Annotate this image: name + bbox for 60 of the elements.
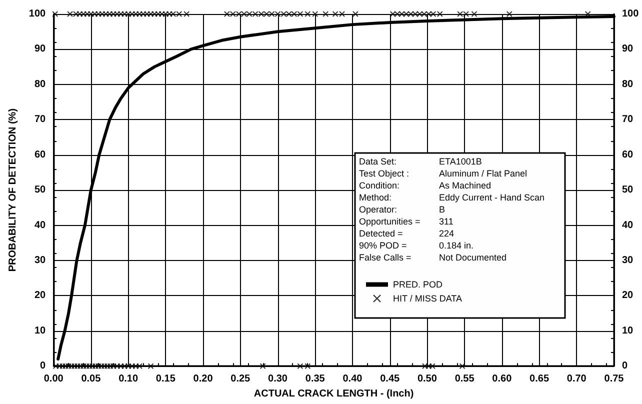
x-tick-label: 0.30 <box>268 374 288 385</box>
x-tick-label: 0.35 <box>305 374 326 385</box>
y2-tick-label: 60 <box>622 149 634 160</box>
y-tick-label: 50 <box>34 184 46 196</box>
y2-tick-label: 30 <box>622 254 634 266</box>
y2-tick-label: 0 <box>622 360 628 372</box>
annotation: 224 <box>439 228 454 238</box>
x-tick-label: 0.75 <box>604 374 624 385</box>
y2-tick-label: 20 <box>622 290 634 302</box>
y-tick-label: 20 <box>34 290 46 302</box>
annotation: 90% POD = <box>359 240 407 250</box>
x-axis-title: ACTUAL CRACK LENGTH - (Inch) <box>254 388 414 400</box>
y2-tick-label: 70 <box>622 114 634 126</box>
y2-tick-label: 100 <box>622 8 640 20</box>
annotation: 0.184 in. <box>439 240 474 250</box>
y-tick-label: 70 <box>34 114 46 126</box>
x-tick-label: 0.70 <box>566 374 587 385</box>
y-tick-label: 0 <box>40 360 46 372</box>
annotation: False Calls = <box>359 252 412 262</box>
x-tick-label: 0.55 <box>454 374 475 385</box>
y2-tick-label: 90 <box>622 44 634 55</box>
y-axis-title: PROBABILITY OF DETECTION (%) <box>8 108 18 272</box>
legend-label: HIT / MISS DATA <box>393 294 462 304</box>
x-tick-label: 0.45 <box>380 374 400 385</box>
y-tick-label: 90 <box>34 44 46 55</box>
annotation: Detected = <box>359 228 403 238</box>
y-tick-label: 100 <box>28 8 46 20</box>
x-tick-label: 0.60 <box>492 374 512 385</box>
x-tick-label: 0.20 <box>193 374 214 385</box>
annotation: ETA1001B <box>439 156 482 166</box>
annotation: B <box>439 204 446 214</box>
y-tick-label: 30 <box>34 254 46 266</box>
x-tick-label: 0.10 <box>118 374 138 385</box>
annotation: As Machined <box>439 180 492 190</box>
x-tick-label: 0.15 <box>156 374 176 385</box>
y2-tick-label: 40 <box>622 220 634 231</box>
annotation: Operator: <box>359 204 398 214</box>
annotation: Eddy Current - Hand Scan <box>439 192 545 202</box>
annotation: Not Documented <box>439 252 507 262</box>
annotation: 311 <box>439 216 454 226</box>
x-tick-label: 0.50 <box>417 374 438 385</box>
annotation: Opportunities = <box>359 216 420 226</box>
y-tick-label: 80 <box>34 78 46 90</box>
x-tick-label: 0.25 <box>230 374 251 385</box>
x-tick-label: 0.40 <box>342 374 363 385</box>
legend-label: PRED. POD <box>393 280 444 290</box>
annotation: Test Object : <box>359 168 410 178</box>
y-tick-label: 10 <box>34 325 46 336</box>
annotation: Condition: <box>359 180 400 190</box>
annotation: Aluminum / Flat Panel <box>439 168 528 178</box>
annotation: Method: <box>359 192 392 202</box>
y2-tick-label: 10 <box>622 325 634 336</box>
annotation: Data Set: <box>359 156 397 166</box>
y-tick-label: 40 <box>34 220 46 231</box>
x-tick-label: 0.00 <box>44 374 64 385</box>
y2-tick-label: 80 <box>622 78 634 90</box>
x-tick-label: 0.65 <box>530 374 550 385</box>
y-tick-label: 60 <box>34 149 46 160</box>
x-tick-label: 0.05 <box>81 374 102 385</box>
y2-tick-label: 50 <box>622 184 634 196</box>
